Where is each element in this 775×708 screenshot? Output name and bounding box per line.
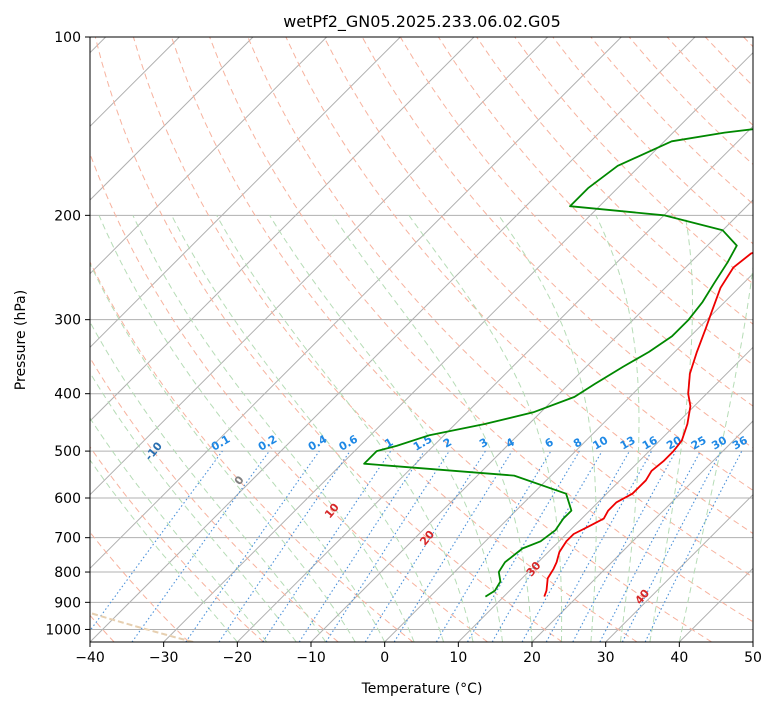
mixing-ratio-line [90,450,223,632]
x-tick-label: −40 [75,650,105,666]
x-tick-label: −30 [149,650,179,666]
isotherm-line [90,37,696,642]
isotherm-line [163,51,753,642]
mixing-ratio-line [298,450,425,642]
moist-adiabat-line [678,263,753,642]
moist-adiabat-line [90,321,327,642]
y-tick-label: 600 [54,491,81,507]
moist-adiabat-line [216,215,474,642]
dry-adiabat-line [90,446,264,642]
chart-title: wetPf2_GN05.2025.233.06.02.G05 [283,12,561,32]
moist-adiabat-line [595,215,640,642]
dry-adiabat-line [171,37,712,642]
plot-background [90,37,753,642]
dry-adiabat-line [94,37,563,642]
x-tick-label: 10 [449,650,467,666]
x-tick-label: 20 [523,650,541,666]
dry-adiabat-line [323,37,753,491]
moist-adiabat-line [90,459,238,642]
isotherm-line [90,37,328,275]
dry-adiabat-line [209,37,753,623]
isotherm-line [236,125,753,642]
mixing-ratio-line [131,450,270,642]
isotherm-line [605,493,753,642]
mixing-ratio-line [545,450,653,642]
dewpoint-profile-line [363,128,753,598]
isobar-grid [90,37,753,630]
isotherm-line [531,420,753,642]
dry-adiabat-line [476,37,753,325]
moist-adiabat-line [90,262,356,642]
moist-adiabat-line [132,215,415,642]
isotherm-line [90,37,622,570]
mixing-ratio-line [644,450,743,642]
y-tick-label: 200 [54,208,81,224]
moist-adiabat-line [90,371,297,642]
moist-adiabat-line [408,215,563,642]
plot-frame [89,36,754,643]
moist-adiabat-line [90,417,268,642]
y-tick-label: 400 [54,387,81,403]
moist-adiabat-line [98,215,386,642]
y-tick-label: 100 [54,30,81,46]
isotherm-line [90,37,401,349]
moist-adiabat-line [171,215,445,642]
dry-adiabats [90,37,753,642]
x-tick-label: 0 [380,650,389,666]
mixing-ratio-line [393,450,513,642]
x-tick-label: 40 [670,650,688,666]
moist-adiabat-line [269,215,503,642]
sounding-profiles [363,128,753,598]
mixing-ratio-line [262,450,392,642]
dry-adiabat-line [90,356,339,642]
x-tick-label: −10 [296,650,326,666]
isotherm-grid [90,37,753,642]
mixing-ratio-lines [90,450,743,642]
y-tick-label: 800 [54,565,81,581]
dry-adiabat-line [132,37,638,642]
mixing-ratio-line [572,450,677,642]
mixing-ratio-line [185,450,320,642]
axes-ticks: −40 −30 −20 −10 0 10 20 30 40 50 100 200 300 400 500 60… [45,30,762,666]
x-tick-label: 30 [597,650,615,666]
dry-adiabat-line [247,37,753,578]
isotherm-line [90,37,475,422]
isotherm-line [90,37,549,496]
y-tick-label: 500 [54,444,81,460]
y-tick-label: 1000 [45,622,81,638]
y-tick-label: 300 [54,313,81,329]
moist-adiabat-line [649,215,693,642]
x-tick-label: 50 [744,650,762,666]
isotherm-line [90,37,254,201]
mixing-ratio-line [218,450,351,642]
dry-adiabat-line [514,37,753,285]
x-axis-label: Temperature (°C) [361,681,483,697]
moist-adiabat-line [332,215,533,642]
y-tick-label: 700 [54,531,81,547]
isotherm-line [457,346,753,642]
y-axis-label: Pressure (hPa) [13,290,29,390]
dry-adiabat-line [90,260,414,642]
temperature-profile-line [543,251,753,597]
y-tick-label: 900 [54,595,81,611]
isotherm-line [384,272,753,642]
moist-adiabats [90,215,753,642]
dry-adiabat-line [285,37,753,535]
mixing-ratio-line [325,450,450,642]
x-tick-label: −20 [223,650,253,666]
mixing-ratio-line [521,450,630,642]
